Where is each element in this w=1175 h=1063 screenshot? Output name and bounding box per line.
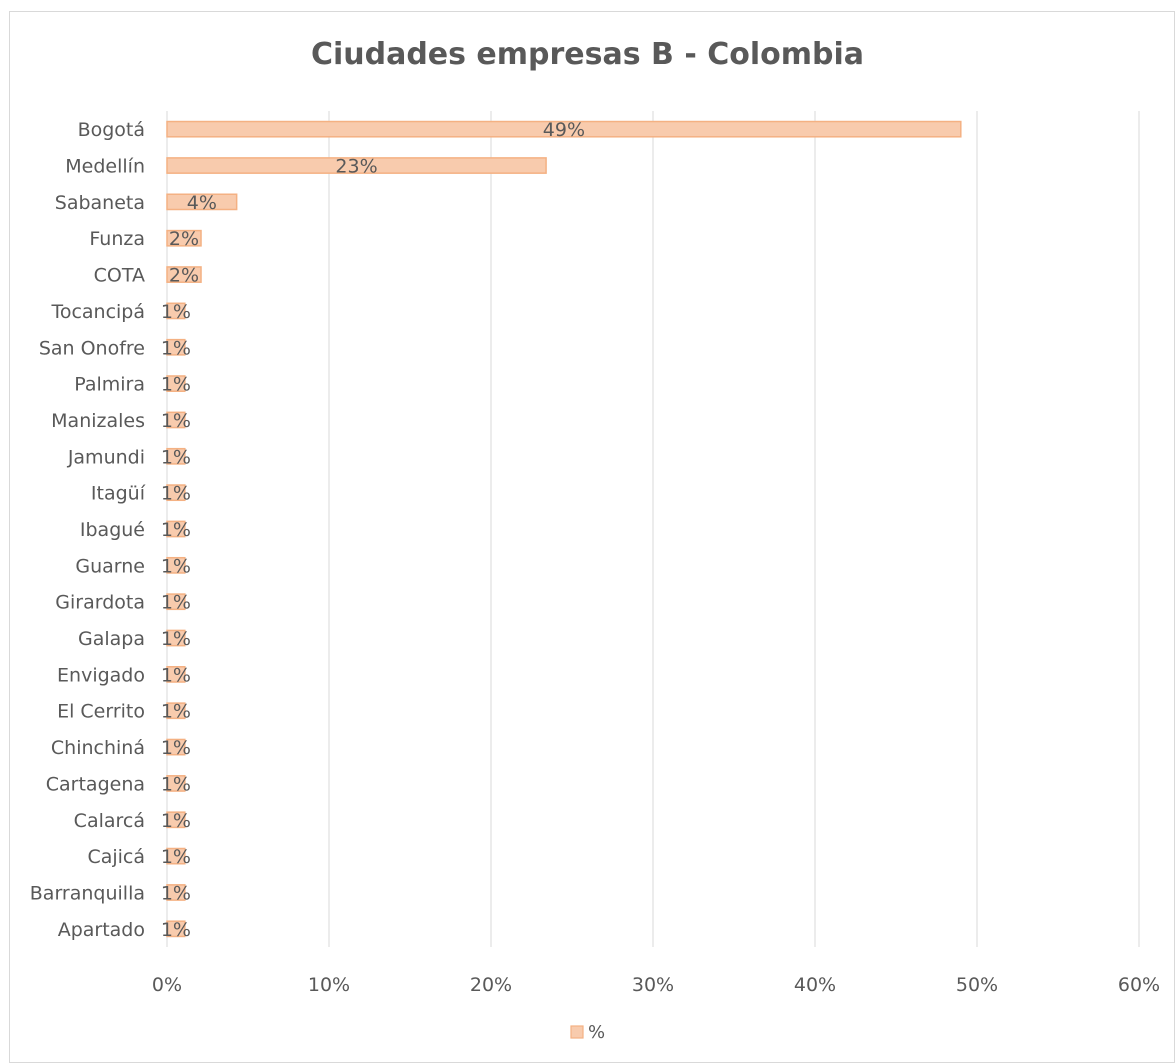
data-label: 1% bbox=[161, 374, 191, 396]
bar bbox=[166, 484, 186, 502]
data-label: 1% bbox=[161, 301, 191, 323]
data-label: 4% bbox=[187, 192, 217, 214]
data-label: 1% bbox=[161, 846, 191, 868]
chart-frame bbox=[9, 11, 1175, 1063]
bar bbox=[166, 302, 186, 320]
category-label: Chinchiná bbox=[51, 737, 145, 759]
bar bbox=[166, 884, 186, 901]
data-label: 1% bbox=[161, 882, 191, 904]
bar bbox=[166, 556, 186, 574]
data-label: 1% bbox=[161, 664, 191, 686]
bar bbox=[166, 229, 202, 247]
bar bbox=[166, 193, 238, 211]
data-label: 1% bbox=[161, 519, 191, 541]
category-label: Cartagena bbox=[46, 773, 145, 795]
x-tick-label: 10% bbox=[308, 974, 350, 996]
category-label: Funza bbox=[89, 228, 145, 250]
x-tick-label: 40% bbox=[794, 974, 836, 996]
category-label: Bogotá bbox=[78, 119, 145, 141]
data-label: 1% bbox=[161, 701, 191, 723]
data-label: 1% bbox=[161, 446, 191, 468]
category-label: Barranquilla bbox=[30, 882, 145, 904]
bar bbox=[166, 266, 202, 283]
x-tick-label: 30% bbox=[632, 974, 674, 996]
category-label: Calarcá bbox=[74, 810, 145, 832]
category-label: Girardota bbox=[55, 592, 145, 614]
bar bbox=[166, 702, 186, 720]
bar bbox=[166, 157, 547, 174]
category-label: Galapa bbox=[78, 628, 145, 650]
category-label: San Onofre bbox=[39, 337, 145, 359]
bar bbox=[166, 338, 186, 356]
category-label: COTA bbox=[94, 265, 145, 287]
bar bbox=[166, 411, 186, 429]
bar bbox=[166, 447, 186, 465]
category-label: Apartado bbox=[58, 919, 145, 941]
bar bbox=[166, 775, 186, 792]
category-label: El Cerrito bbox=[57, 701, 145, 723]
category-label: Guarne bbox=[75, 555, 145, 577]
legend-label: % bbox=[588, 1022, 605, 1043]
bar bbox=[166, 811, 186, 829]
bar bbox=[166, 629, 186, 647]
data-label: 2% bbox=[169, 228, 199, 250]
category-label: Cajicá bbox=[87, 846, 145, 868]
data-label: 23% bbox=[335, 156, 377, 178]
data-label: 1% bbox=[161, 919, 191, 941]
x-tick-label: 60% bbox=[1118, 974, 1160, 996]
category-label: Itagüí bbox=[91, 483, 146, 505]
chart-title: Ciudades empresas B - Colombia bbox=[310, 37, 865, 72]
legend-swatch bbox=[570, 1025, 584, 1039]
data-label: 49% bbox=[543, 119, 585, 141]
data-label: 1% bbox=[161, 483, 191, 505]
data-label: 1% bbox=[161, 737, 191, 759]
data-label: 1% bbox=[161, 810, 191, 832]
category-label: Envigado bbox=[57, 664, 145, 686]
data-label: 1% bbox=[161, 337, 191, 359]
bar bbox=[166, 847, 186, 865]
category-label: Manizales bbox=[51, 410, 145, 432]
bar bbox=[166, 120, 962, 138]
data-label: 2% bbox=[169, 265, 199, 287]
bar bbox=[166, 520, 186, 538]
data-label: 1% bbox=[161, 410, 191, 432]
data-label: 1% bbox=[161, 592, 191, 614]
bar bbox=[166, 593, 186, 611]
data-label: 1% bbox=[161, 628, 191, 650]
category-label: Jamundi bbox=[67, 446, 145, 468]
data-label: 1% bbox=[161, 773, 191, 795]
x-tick-label: 0% bbox=[152, 974, 182, 996]
category-label: Medellín bbox=[65, 156, 145, 178]
bar bbox=[166, 666, 186, 683]
category-label: Sabaneta bbox=[55, 192, 145, 214]
x-tick-label: 50% bbox=[956, 974, 998, 996]
bar bbox=[166, 920, 186, 938]
bar bbox=[166, 375, 186, 392]
x-tick-label: 20% bbox=[470, 974, 512, 996]
category-label: Ibagué bbox=[80, 519, 145, 541]
data-label: 1% bbox=[161, 555, 191, 577]
category-label: Tocancipá bbox=[50, 301, 145, 323]
bar bbox=[166, 738, 186, 756]
category-label: Palmira bbox=[74, 374, 145, 396]
